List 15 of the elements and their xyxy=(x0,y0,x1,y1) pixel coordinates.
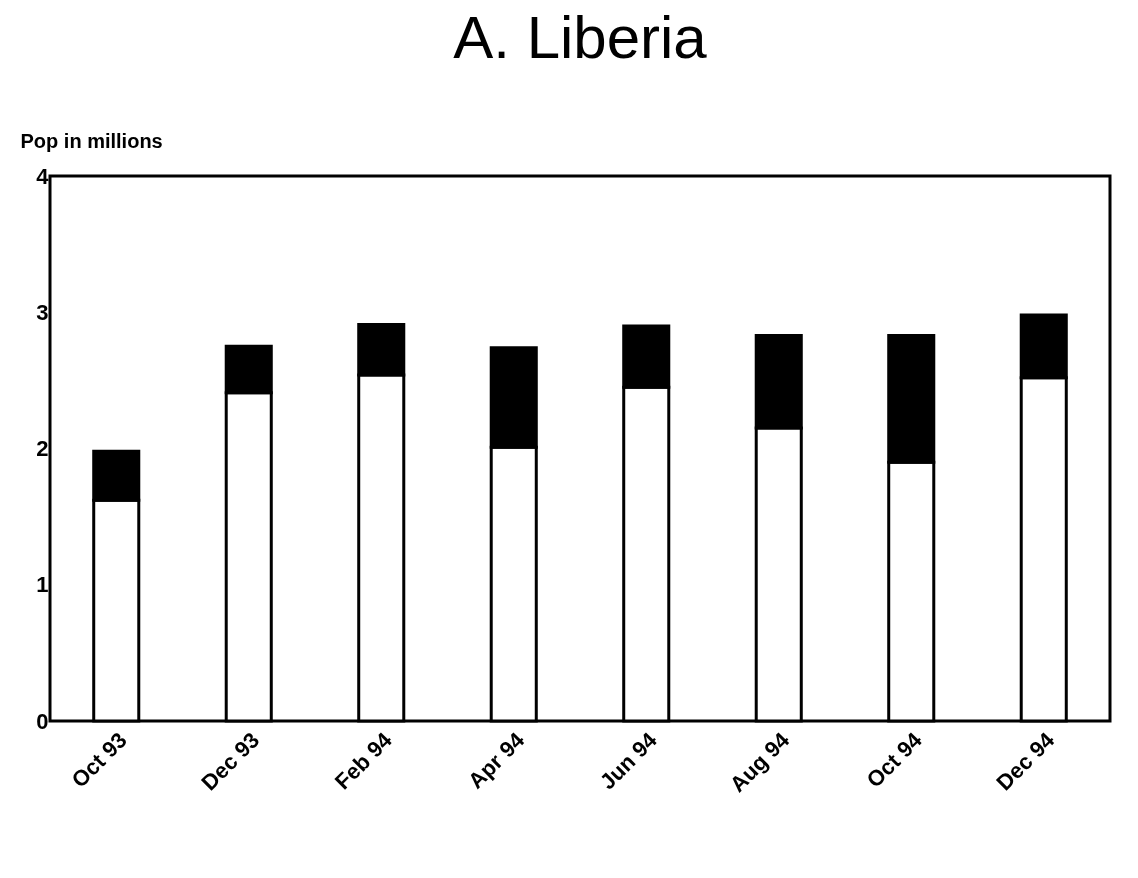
x-tick-label: Apr 94 xyxy=(463,726,530,794)
x-tick-label: Aug 94 xyxy=(724,726,795,797)
x-tick-label: Jun 94 xyxy=(594,726,663,795)
x-tick-label: Feb 94 xyxy=(329,726,398,795)
x-tick-label: Dec 94 xyxy=(991,726,1060,796)
x-tick-label: Dec 93 xyxy=(196,727,265,796)
y-axis-title: Pop in millions xyxy=(20,129,163,152)
y-tick-label: 0 xyxy=(36,708,49,734)
x-tick-label: Oct 93 xyxy=(66,727,132,793)
y-tick-label: 2 xyxy=(36,436,49,461)
y-tick-label: 3 xyxy=(36,299,49,325)
x-tick-label: Oct 94 xyxy=(861,726,928,793)
y-tick-label: 1 xyxy=(36,572,49,598)
chart-title: A. Liberia xyxy=(453,4,708,71)
y-tick-label: 4 xyxy=(36,163,50,189)
